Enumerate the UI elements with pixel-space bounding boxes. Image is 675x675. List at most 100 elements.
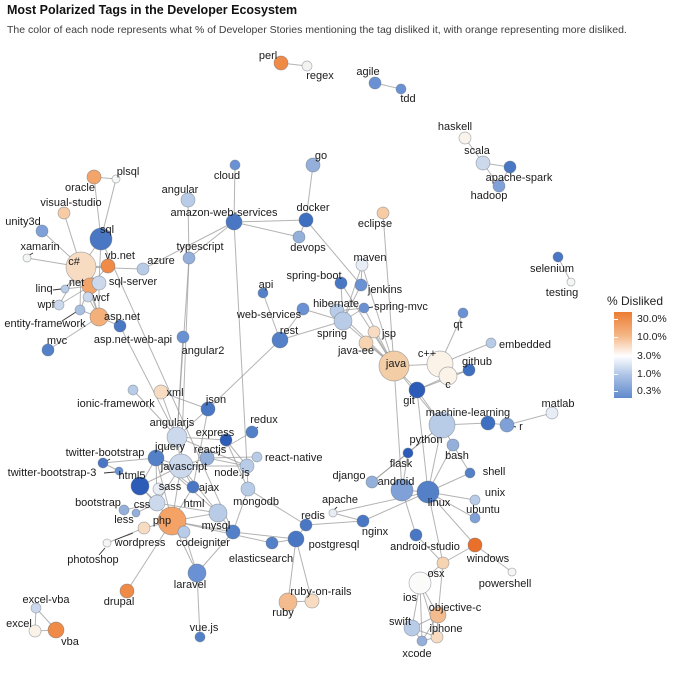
node-hadoop[interactable] <box>492 179 506 193</box>
node-css[interactable] <box>148 494 166 512</box>
node-unix[interactable] <box>469 494 481 506</box>
node-html5[interactable] <box>130 476 150 496</box>
node-java-ee[interactable] <box>358 335 374 351</box>
node-ruby-on-rails[interactable] <box>304 593 320 609</box>
node-vb.net[interactable] <box>100 258 116 274</box>
node-xml[interactable] <box>153 384 169 400</box>
node-windows[interactable] <box>467 537 483 553</box>
node-spring-boot[interactable] <box>334 276 348 290</box>
node-api[interactable] <box>257 287 269 299</box>
node-docker[interactable] <box>298 212 314 228</box>
node-iphone[interactable] <box>430 630 444 644</box>
node-rest[interactable] <box>271 331 289 349</box>
node-jsp[interactable] <box>367 325 381 339</box>
node-linq[interactable] <box>60 284 70 294</box>
node-machine-learning[interactable] <box>480 415 496 431</box>
node-objective-c[interactable] <box>429 606 447 624</box>
node-nginx[interactable] <box>356 514 370 528</box>
node-apache-spark[interactable] <box>503 160 517 174</box>
node-postgresql[interactable] <box>287 530 305 548</box>
node-haskell[interactable] <box>458 131 472 145</box>
node-osx[interactable] <box>436 556 450 570</box>
node-bootstrap[interactable] <box>118 504 130 516</box>
node-photoshop[interactable] <box>102 538 112 548</box>
node-android-studio[interactable] <box>409 528 423 542</box>
node-agile[interactable] <box>368 76 382 90</box>
node-r[interactable] <box>499 417 515 433</box>
node-reactjs[interactable] <box>199 450 215 466</box>
node-angular2[interactable] <box>176 330 190 344</box>
node-mysql[interactable] <box>225 524 241 540</box>
node-shell[interactable] <box>464 467 476 479</box>
node-excel[interactable] <box>28 624 42 638</box>
node-elasticsearch[interactable] <box>265 536 279 550</box>
node-drupal[interactable] <box>119 583 135 599</box>
node-c[interactable] <box>438 366 458 386</box>
node-javascript[interactable] <box>168 453 194 479</box>
node-perl[interactable] <box>273 55 289 71</box>
node-react-native[interactable] <box>251 451 263 463</box>
node-angularjs[interactable] <box>166 426 188 448</box>
node-c#[interactable] <box>65 251 97 283</box>
node-devops[interactable] <box>292 230 306 244</box>
node-go[interactable] <box>305 157 321 173</box>
node-testing[interactable] <box>566 277 576 287</box>
node-xcode[interactable] <box>416 635 428 647</box>
node-vue.js[interactable] <box>194 631 206 643</box>
node-mvc[interactable] <box>41 343 55 357</box>
node-matlab[interactable] <box>545 406 559 420</box>
node-maven[interactable] <box>355 258 369 272</box>
node-eclipse[interactable] <box>376 206 390 220</box>
node-ios[interactable] <box>408 571 432 595</box>
node-tdd[interactable] <box>395 83 407 95</box>
node-express[interactable] <box>219 433 233 447</box>
node-qt[interactable] <box>457 307 469 319</box>
node-embedded[interactable] <box>485 337 497 349</box>
node-plsql[interactable] <box>111 174 121 184</box>
node-asp.net-web-api[interactable] <box>113 319 127 333</box>
node-apache[interactable] <box>328 508 338 518</box>
node-laravel[interactable] <box>187 563 207 583</box>
node-wcf[interactable] <box>82 291 94 303</box>
node-node.js[interactable] <box>239 458 255 474</box>
node-android[interactable] <box>390 478 414 502</box>
node-typescript[interactable] <box>182 251 196 265</box>
node-ubuntu[interactable] <box>469 512 481 524</box>
node-scala[interactable] <box>475 155 491 171</box>
node-xamarin[interactable] <box>22 253 32 263</box>
node-java[interactable] <box>378 350 410 382</box>
node-azure[interactable] <box>136 262 150 276</box>
node-powershell[interactable] <box>507 567 517 577</box>
node-spring[interactable] <box>333 311 353 331</box>
node-jquery[interactable] <box>147 449 165 467</box>
node-excel-vba[interactable] <box>30 602 42 614</box>
node-unity3d[interactable] <box>35 224 49 238</box>
node-sql[interactable] <box>89 227 113 251</box>
node-twitter-bootstrap-3[interactable] <box>114 466 124 476</box>
node-regex[interactable] <box>301 60 313 72</box>
node-ruby[interactable] <box>278 592 298 612</box>
node-git[interactable] <box>408 381 426 399</box>
node-flask[interactable] <box>402 447 414 459</box>
node-python[interactable] <box>428 411 456 439</box>
node-wpf[interactable] <box>53 299 65 311</box>
node-redux[interactable] <box>245 425 259 439</box>
node-mongodb[interactable] <box>240 481 256 497</box>
node-html[interactable] <box>208 503 228 523</box>
node-vba[interactable] <box>47 621 65 639</box>
node-spring-mvc[interactable] <box>358 302 370 314</box>
node-php[interactable] <box>157 506 187 536</box>
node-redis[interactable] <box>299 518 313 532</box>
node-swift[interactable] <box>403 619 421 637</box>
node-jenkins[interactable] <box>354 278 368 292</box>
node-sql-server[interactable] <box>91 275 107 291</box>
node-selenium[interactable] <box>552 251 564 263</box>
node-wordpress[interactable] <box>137 521 151 535</box>
node-django[interactable] <box>365 475 379 489</box>
node-angular[interactable] <box>180 192 196 208</box>
node-json[interactable] <box>200 401 216 417</box>
node-less[interactable] <box>131 508 141 518</box>
node-asp.net[interactable] <box>89 307 109 327</box>
node-ionic-framework[interactable] <box>127 384 139 396</box>
node-codeigniter[interactable] <box>177 525 191 539</box>
